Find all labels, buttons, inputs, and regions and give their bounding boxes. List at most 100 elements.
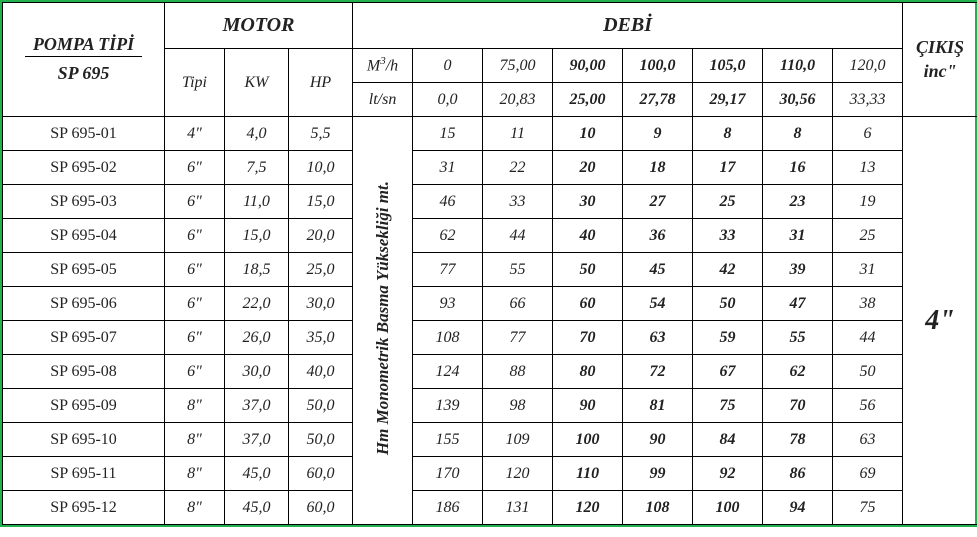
cell-head: 9 (623, 117, 693, 151)
flow-ltsn-2: 25,00 (553, 83, 623, 117)
cell-head: 110 (553, 457, 623, 491)
cell-head: 8 (763, 117, 833, 151)
cell-head: 31 (833, 253, 903, 287)
cell-head: 81 (623, 389, 693, 423)
cell-kw: 37,0 (225, 423, 289, 457)
flow-m3h-6: 120,0 (833, 49, 903, 83)
cell-model: SP 695-10 (3, 423, 165, 457)
cell-tipi: 6" (165, 253, 225, 287)
flow-ltsn-6: 33,33 (833, 83, 903, 117)
cell-head: 75 (693, 389, 763, 423)
cell-head: 100 (693, 491, 763, 525)
cell-kw: 30,0 (225, 355, 289, 389)
cell-hp: 60,0 (289, 457, 353, 491)
cell-head: 50 (553, 253, 623, 287)
flow-m3h-0: 0 (413, 49, 483, 83)
cell-head: 13 (833, 151, 903, 185)
cell-hp: 5,5 (289, 117, 353, 151)
cell-tipi: 6" (165, 287, 225, 321)
cell-head: 19 (833, 185, 903, 219)
cell-hp: 15,0 (289, 185, 353, 219)
cell-kw: 11,0 (225, 185, 289, 219)
cell-head: 75 (833, 491, 903, 525)
cell-head: 11 (483, 117, 553, 151)
cell-kw: 7,5 (225, 151, 289, 185)
cell-head: 120 (483, 457, 553, 491)
cell-head: 99 (623, 457, 693, 491)
cell-tipi: 8" (165, 491, 225, 525)
cell-head: 60 (553, 287, 623, 321)
cell-kw: 4,0 (225, 117, 289, 151)
cell-head: 186 (413, 491, 483, 525)
cell-head: 42 (693, 253, 763, 287)
cell-head: 50 (833, 355, 903, 389)
outlet-size-cell: 4" (903, 117, 977, 525)
flow-m3h-4: 105,0 (693, 49, 763, 83)
cell-head: 10 (553, 117, 623, 151)
cell-kw: 26,0 (225, 321, 289, 355)
cell-head: 31 (413, 151, 483, 185)
cell-model: SP 695-07 (3, 321, 165, 355)
table-row: SP 695-056"18,525,077555045423931 (3, 253, 977, 287)
flow-ltsn-1: 20,83 (483, 83, 553, 117)
cell-head: 27 (623, 185, 693, 219)
cell-tipi: 6" (165, 321, 225, 355)
cell-tipi: 8" (165, 423, 225, 457)
cell-model: SP 695-02 (3, 151, 165, 185)
cell-head: 6 (833, 117, 903, 151)
cell-head: 72 (623, 355, 693, 389)
cell-head: 93 (413, 287, 483, 321)
cell-hp: 60,0 (289, 491, 353, 525)
header-debi: DEBİ (353, 3, 903, 49)
cell-tipi: 6" (165, 219, 225, 253)
cell-head: 56 (833, 389, 903, 423)
cell-model: SP 695-12 (3, 491, 165, 525)
cell-tipi: 6" (165, 185, 225, 219)
header-row-1: POMPA TİPİ SP 695 MOTOR DEBİ ÇIKIŞ inc" (3, 3, 977, 49)
cell-model: SP 695-09 (3, 389, 165, 423)
flow-ltsn-0: 0,0 (413, 83, 483, 117)
cell-head: 63 (833, 423, 903, 457)
cell-head: 23 (763, 185, 833, 219)
cell-head: 131 (483, 491, 553, 525)
label-pompa-tipi: POMPA TİPİ (33, 34, 134, 54)
cell-tipi: 6" (165, 151, 225, 185)
cell-head: 39 (763, 253, 833, 287)
label-inc: inc" (924, 61, 957, 81)
vertical-label-cell: Hm Monometrik Basma Yüksekliği mt. (353, 117, 413, 525)
cell-head: 16 (763, 151, 833, 185)
cell-head: 69 (833, 457, 903, 491)
cell-head: 67 (693, 355, 763, 389)
cell-head: 62 (763, 355, 833, 389)
cell-head: 78 (763, 423, 833, 457)
cell-head: 84 (693, 423, 763, 457)
flow-ltsn-3: 27,78 (623, 83, 693, 117)
cell-tipi: 8" (165, 389, 225, 423)
cell-head: 50 (693, 287, 763, 321)
cell-head: 120 (553, 491, 623, 525)
cell-head: 44 (833, 321, 903, 355)
cell-head: 47 (763, 287, 833, 321)
table-row: SP 695-098"37,050,0139989081757056 (3, 389, 977, 423)
cell-model: SP 695-03 (3, 185, 165, 219)
cell-head: 108 (623, 491, 693, 525)
cell-head: 15 (413, 117, 483, 151)
cell-head: 100 (553, 423, 623, 457)
cell-head: 38 (833, 287, 903, 321)
cell-head: 70 (763, 389, 833, 423)
cell-kw: 45,0 (225, 491, 289, 525)
cell-head: 55 (483, 253, 553, 287)
cell-head: 98 (483, 389, 553, 423)
cell-hp: 20,0 (289, 219, 353, 253)
cell-head: 55 (763, 321, 833, 355)
table-row: SP 695-108"37,050,015510910090847863 (3, 423, 977, 457)
flow-m3h-5: 110,0 (763, 49, 833, 83)
cell-head: 80 (553, 355, 623, 389)
flow-ltsn-4: 29,17 (693, 83, 763, 117)
header-kw: KW (225, 49, 289, 117)
flow-m3h-3: 100,0 (623, 49, 693, 83)
cell-head: 25 (693, 185, 763, 219)
cell-head: 88 (483, 355, 553, 389)
header-ltsn: lt/sn (353, 83, 413, 117)
label-series: SP 695 (25, 56, 142, 85)
